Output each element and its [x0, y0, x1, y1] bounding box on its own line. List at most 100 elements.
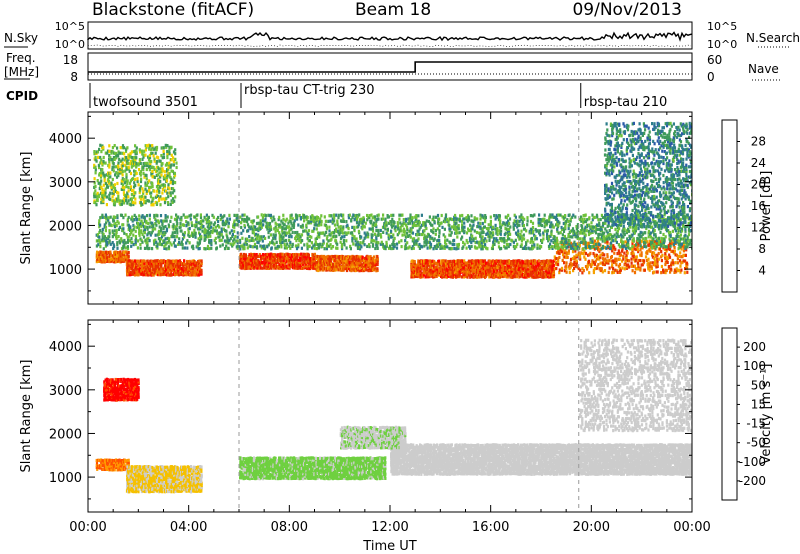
power-cell	[422, 229, 425, 233]
power-cell	[474, 236, 477, 240]
power-cell	[195, 224, 198, 228]
power-cell	[422, 221, 425, 225]
power-cell	[127, 256, 130, 260]
power-cell	[284, 219, 287, 223]
power-cell	[116, 241, 119, 245]
power-cell	[376, 262, 379, 267]
power-cell	[587, 259, 591, 263]
power-cell	[508, 261, 511, 266]
power-cell	[342, 264, 345, 268]
power-cell	[505, 246, 508, 250]
power-cell	[520, 213, 523, 217]
power-cell	[530, 271, 534, 275]
power-cell	[572, 213, 575, 217]
power-cell	[320, 261, 323, 265]
power-cell	[558, 251, 561, 255]
power-cell	[515, 245, 518, 249]
power-cell	[289, 214, 292, 218]
power-cell	[129, 266, 132, 271]
power-cell	[648, 243, 651, 248]
power-cell	[580, 251, 583, 255]
power-cell	[481, 244, 484, 248]
power-cell	[169, 219, 172, 223]
power-cell	[417, 244, 420, 248]
power-cell	[380, 235, 383, 239]
power-cell	[352, 242, 355, 246]
power-cell	[342, 259, 345, 263]
power-cell	[489, 215, 492, 219]
power-cell	[413, 222, 416, 226]
power-cell	[144, 225, 147, 229]
power-cell	[356, 240, 359, 244]
power-cell	[664, 253, 667, 258]
power-cell	[454, 216, 457, 220]
power-cell	[517, 220, 520, 224]
power-cell	[266, 252, 269, 256]
power-cell	[291, 254, 294, 258]
power-cell	[549, 242, 552, 246]
power-cell	[526, 219, 529, 223]
power-cell	[472, 219, 475, 224]
power-cell	[236, 246, 239, 250]
power-cell	[255, 232, 258, 236]
power-cell	[138, 231, 141, 235]
power-cell	[371, 259, 374, 263]
power-cell	[162, 219, 165, 223]
power-cell	[361, 219, 364, 223]
power-cell	[369, 267, 372, 271]
power-cell	[660, 250, 663, 254]
power-cell	[488, 275, 491, 279]
power-cell	[605, 259, 608, 263]
power-cell	[141, 223, 144, 227]
power-cell	[367, 255, 370, 259]
power-cell	[138, 214, 141, 218]
power-cell	[236, 235, 239, 239]
power-cell	[163, 246, 166, 250]
power-cell	[619, 270, 622, 274]
power-cell	[484, 269, 488, 273]
power-cell	[312, 253, 315, 257]
power-cell	[305, 257, 308, 261]
power-cell	[289, 253, 292, 257]
power-cell	[243, 223, 246, 228]
power-cell	[501, 239, 504, 243]
power-cell	[332, 262, 335, 266]
power-cell	[174, 225, 177, 229]
power-cell	[130, 267, 134, 271]
power-cell	[429, 267, 432, 271]
power-cell	[433, 237, 436, 241]
power-cell	[680, 247, 683, 251]
power-cell	[521, 273, 524, 277]
power-cell	[664, 260, 667, 264]
power-cell	[348, 213, 351, 217]
power-cell	[161, 219, 164, 224]
power-cell	[510, 273, 513, 277]
power-cell	[625, 255, 628, 259]
power-cell	[399, 225, 402, 229]
power-cell	[131, 240, 134, 244]
power-cell	[355, 261, 358, 265]
power-cell	[541, 269, 544, 273]
power-cell	[249, 244, 252, 249]
power-cell	[369, 268, 372, 273]
power-cell	[116, 246, 119, 250]
power-cell	[439, 243, 442, 247]
power-cell	[563, 261, 566, 265]
power-cell	[210, 246, 213, 250]
power-cell	[639, 268, 642, 272]
power-cell	[134, 237, 138, 241]
power-cell	[317, 246, 320, 250]
power-cell	[425, 226, 428, 231]
power-cell	[328, 225, 331, 229]
power-cell	[549, 223, 552, 227]
power-cell	[656, 261, 659, 265]
power-cell	[144, 219, 147, 223]
power-cell	[170, 215, 173, 219]
power-cell	[269, 257, 273, 261]
power-cell	[205, 234, 208, 239]
power-cell	[639, 253, 642, 257]
power-band-1	[125, 259, 203, 277]
power-cell	[128, 263, 131, 267]
power-cell	[533, 213, 536, 217]
power-cell	[581, 225, 584, 229]
